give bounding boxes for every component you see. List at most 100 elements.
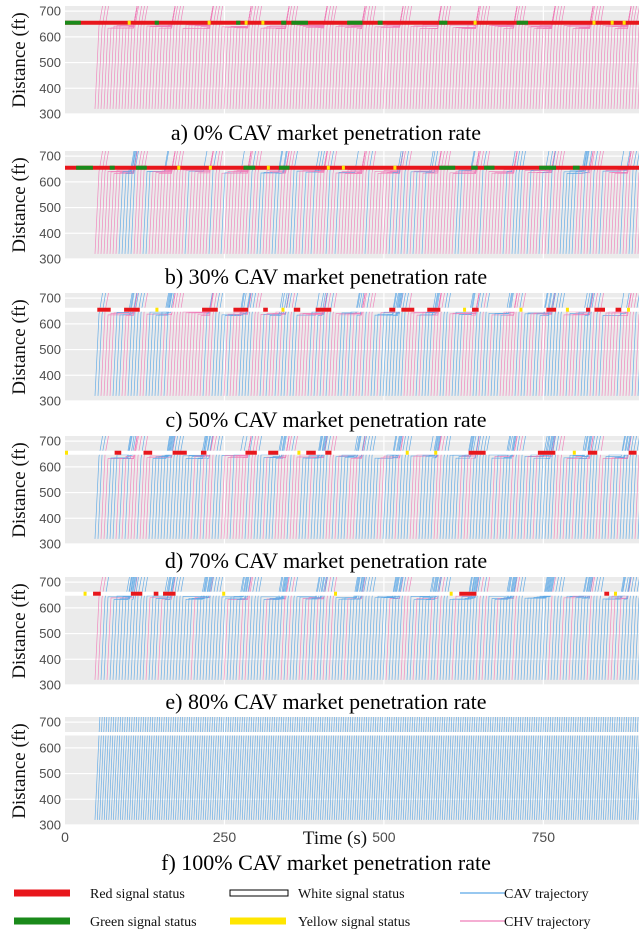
cav-trajectory bbox=[556, 293, 565, 396]
cav-trajectory bbox=[481, 436, 490, 539]
cav-trajectory bbox=[181, 436, 207, 539]
chv-trajectory bbox=[169, 293, 178, 396]
cav-trajectory bbox=[433, 577, 442, 680]
cav-trajectory bbox=[112, 293, 133, 396]
cav-trajectory bbox=[166, 577, 176, 680]
cav-trajectory bbox=[163, 436, 175, 539]
chv-trajectory bbox=[106, 577, 138, 680]
y-tick-label: 400 bbox=[39, 81, 61, 96]
cav-trajectory bbox=[97, 293, 106, 396]
cav-trajectory bbox=[337, 436, 360, 539]
cav-trajectory bbox=[181, 577, 207, 680]
y-axis-label: Distance (ft) bbox=[9, 12, 30, 107]
y-tick-label: 500 bbox=[39, 55, 61, 70]
cav-trajectory bbox=[493, 436, 513, 539]
cav-trajectory bbox=[625, 577, 634, 680]
cav-trajectory bbox=[289, 293, 298, 396]
cav-trajectory bbox=[187, 436, 209, 539]
chv-trajectory bbox=[400, 577, 409, 680]
chv-trajectory bbox=[322, 6, 331, 109]
chv-trajectory bbox=[364, 6, 373, 109]
chv-trajectory bbox=[175, 293, 184, 396]
cav-trajectory bbox=[580, 151, 593, 254]
chv-trajectory bbox=[439, 6, 448, 109]
chv-trajectory bbox=[589, 6, 598, 109]
cav-trajectory bbox=[457, 151, 476, 254]
cav-trajectory bbox=[610, 436, 628, 539]
chv-trajectory bbox=[253, 6, 262, 109]
chv-trajectory bbox=[94, 151, 103, 254]
cav-trajectory bbox=[565, 436, 588, 539]
cav-trajectory bbox=[205, 577, 214, 680]
cav-trajectory bbox=[247, 577, 256, 680]
cav-trajectory bbox=[118, 436, 135, 539]
panel-f: 300 400 500 600 700 Distance (ft) f) 100% CAV … bbox=[9, 715, 639, 875]
cav-trajectory bbox=[622, 436, 632, 539]
cav-trajectory bbox=[364, 436, 373, 539]
chv-trajectory bbox=[127, 6, 138, 109]
y-tick-label: 700 bbox=[39, 575, 61, 590]
cav-trajectory bbox=[382, 577, 400, 680]
y-tick-label: 300 bbox=[39, 252, 61, 267]
cav-trajectory bbox=[409, 577, 435, 680]
chv-trajectory bbox=[550, 6, 559, 109]
cav-trajectory bbox=[388, 577, 402, 680]
cav-trajectory bbox=[493, 293, 513, 396]
x-tick-label: 500 bbox=[372, 829, 396, 845]
chv-trajectory bbox=[394, 436, 404, 539]
cav-trajectory bbox=[388, 293, 402, 396]
y-tick-label: 400 bbox=[39, 368, 61, 383]
cav-trajectory bbox=[580, 293, 593, 396]
cav-trajectory bbox=[274, 577, 288, 680]
chv-trajectory bbox=[472, 6, 481, 109]
cav-trajectory bbox=[583, 293, 593, 396]
cav-trajectory bbox=[511, 151, 520, 254]
chv-trajectory bbox=[214, 151, 223, 254]
chv-trajectory bbox=[328, 577, 337, 680]
cav-trajectory bbox=[586, 293, 595, 396]
cav-trajectory bbox=[385, 436, 401, 539]
cav-trajectory bbox=[574, 293, 591, 396]
cav-trajectory bbox=[514, 577, 523, 680]
cav-trajectory bbox=[418, 577, 438, 680]
chv-trajectory bbox=[280, 577, 290, 680]
legend-swatch bbox=[229, 889, 289, 897]
cav-trajectory bbox=[544, 293, 555, 396]
cav-trajectory bbox=[115, 577, 134, 680]
x-axis-label: Time (s) bbox=[303, 828, 367, 849]
cav-trajectory bbox=[619, 577, 631, 680]
chv-trajectory bbox=[286, 577, 295, 680]
chv-trajectory bbox=[325, 6, 334, 109]
cav-trajectory bbox=[439, 293, 448, 396]
cav-trajectory bbox=[613, 436, 629, 539]
y-tick-label: 400 bbox=[39, 792, 61, 807]
cav-trajectory bbox=[547, 436, 556, 539]
chv-trajectory bbox=[547, 6, 556, 109]
cav-trajectory bbox=[499, 577, 515, 680]
chv-trajectory bbox=[214, 6, 223, 109]
cav-trajectory bbox=[466, 577, 479, 680]
cav-trajectory bbox=[391, 577, 403, 680]
chv-trajectory bbox=[280, 6, 290, 109]
y-axis-label: Distance (ft) bbox=[9, 583, 30, 678]
chv-trajectory bbox=[319, 151, 328, 254]
chv-trajectory bbox=[241, 151, 252, 254]
chv-trajectory bbox=[400, 6, 409, 109]
chv-trajectory bbox=[127, 436, 138, 539]
chv-trajectory bbox=[328, 436, 337, 539]
cav-trajectory bbox=[307, 577, 325, 680]
cav-trajectory bbox=[325, 293, 334, 396]
chv-trajectory bbox=[433, 293, 442, 396]
cav-trajectory bbox=[400, 151, 409, 254]
chv-trajectory bbox=[475, 151, 484, 254]
chv-trajectory bbox=[283, 151, 292, 254]
cav-trajectory bbox=[319, 436, 328, 539]
chv-trajectory bbox=[403, 6, 412, 109]
cav-trajectory bbox=[517, 577, 526, 680]
cav-trajectory bbox=[241, 577, 251, 680]
chv-trajectory bbox=[451, 577, 480, 680]
chv-trajectory bbox=[172, 293, 181, 396]
chv-trajectory bbox=[280, 151, 290, 254]
chv-trajectory bbox=[355, 6, 366, 109]
cav-trajectory bbox=[361, 293, 370, 396]
